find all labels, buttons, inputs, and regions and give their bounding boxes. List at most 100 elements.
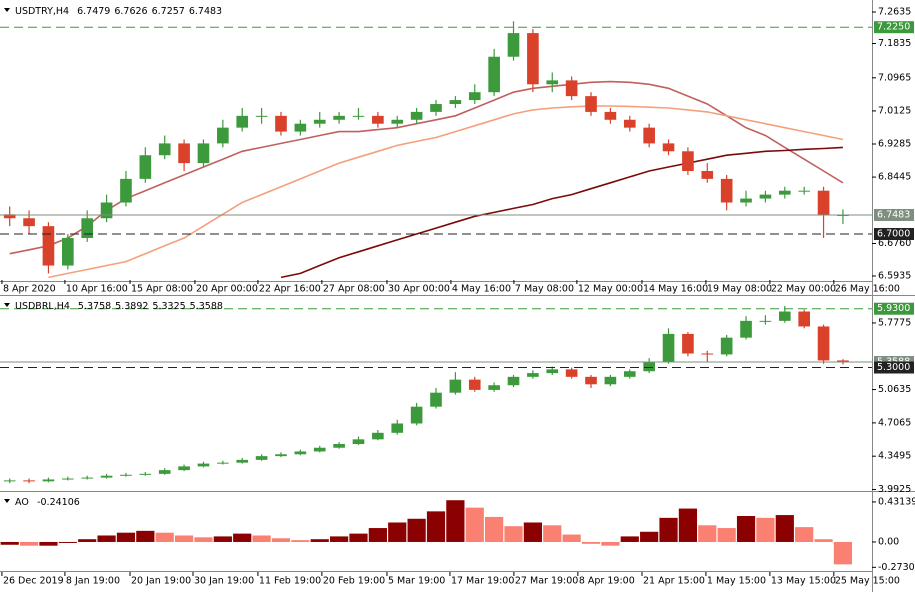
x-tick-label: 1 May 15:00 [707, 576, 766, 587]
ao-bar [252, 535, 271, 542]
y-tick-label: 7.2635 [878, 7, 911, 18]
candle-body [701, 353, 714, 355]
candle-body [294, 123, 307, 132]
candle-body [837, 360, 849, 363]
moving-average [48, 105, 844, 279]
x-tick-label: 8 Jan 19:00 [66, 576, 120, 587]
ao-bar [814, 539, 833, 542]
candle-body [100, 202, 113, 219]
plot-area [0, 500, 853, 565]
candle-body [120, 178, 132, 203]
header-value: 5.3758 [78, 301, 111, 312]
ao-bar [407, 518, 426, 542]
candle-body [275, 454, 287, 457]
price-level-box [874, 208, 914, 221]
candle-body [139, 473, 152, 475]
y-tick-label: 6.6760 [878, 238, 911, 249]
x-tick-label: 8 Apr 2020 [3, 284, 56, 295]
x-tick-label: 17 Mar 19:00 [451, 576, 514, 587]
x-tick-label: 7 May 08:00 [515, 284, 574, 295]
candle-body [720, 178, 733, 203]
candle-body [23, 480, 35, 482]
x-tick-label: 30 Jan 19:00 [194, 576, 254, 587]
ao-bar [310, 539, 329, 542]
ao-bar [562, 534, 581, 542]
x-tick-label: 19 May 08:00 [707, 284, 772, 295]
candle-body [372, 115, 384, 124]
x-tick-label: 13 May 15:00 [771, 576, 836, 587]
x-tick-label: 11 Feb 19:00 [259, 576, 321, 587]
ao-bar [775, 515, 794, 542]
ao-bar [485, 516, 504, 542]
ao-bar [698, 525, 717, 542]
x-tick-label: 27 Apr 08:00 [323, 284, 385, 295]
x-tick-label: 26 May 16:00 [835, 284, 900, 295]
candle-body [352, 115, 365, 117]
candle-body [817, 326, 830, 361]
ao-bar [116, 532, 136, 542]
candle-body [197, 463, 210, 467]
candle-body [236, 115, 249, 128]
y-tick-label: 7.1835 [878, 38, 911, 49]
x-tick-label: 14 May 16:00 [643, 284, 708, 295]
ao-bar [523, 522, 542, 542]
candle-body [643, 361, 655, 372]
candle-body [410, 111, 423, 120]
candle-body [449, 100, 462, 105]
ao-bar [58, 541, 77, 543]
price-level-label: 6.7483 [877, 209, 910, 220]
candle-body [585, 376, 597, 385]
candle-body [759, 320, 772, 322]
header-value: 6.7479 [77, 6, 110, 17]
candle-body [217, 462, 229, 464]
ao-bar [620, 536, 639, 542]
ao-bar [155, 532, 174, 542]
candle-body [372, 432, 384, 440]
x-tick-label: 20 Apr 00:00 [196, 284, 258, 295]
price-level-box [874, 361, 914, 374]
ao-bar [659, 517, 678, 542]
candle-body [217, 127, 229, 144]
y-tick-label: 6.5935 [878, 270, 911, 281]
candle-body [778, 311, 791, 321]
x-tick-label: 27 Mar 19:00 [515, 576, 578, 587]
candle-body [682, 333, 694, 354]
x-tick-label: 4 May 16:00 [452, 284, 511, 295]
candle-body [507, 33, 520, 57]
ao-bar [213, 536, 232, 542]
y-tick-label: 6.9285 [878, 139, 911, 150]
price-level-label: 6.7000 [877, 229, 910, 240]
candle-body [255, 456, 268, 460]
ao-bar [581, 541, 601, 544]
y-tick-label: 6.8445 [878, 172, 911, 183]
moving-average [280, 146, 843, 279]
x-tick-label: 5 Mar 19:00 [388, 576, 445, 587]
candle-body [527, 373, 539, 377]
ao-bar [349, 533, 368, 542]
moving-average [9, 80, 844, 255]
ao-bar [465, 507, 484, 542]
candle-body [178, 466, 190, 471]
candle-body [565, 369, 578, 377]
x-tick-label: 30 Apr 00:00 [388, 284, 450, 295]
x-tick-label: 22 May 00:00 [771, 284, 836, 295]
y-tick-label: 4.3495 [878, 451, 911, 462]
candle-body [798, 190, 810, 192]
candle-body [449, 379, 462, 393]
x-tick-label: 8 Apr 19:00 [579, 576, 635, 587]
ao-bar [174, 535, 194, 542]
collapse-arrow [4, 499, 10, 503]
ao-bar [233, 533, 252, 542]
y-tick-label: 7.0965 [878, 72, 911, 83]
candle-body [662, 143, 675, 152]
candle-body [604, 111, 617, 120]
y-tick-label: 4.7065 [878, 417, 911, 428]
chart-header: USDTRY,H4 6.7479 6.7626 6.7257 6.7483 [15, 6, 222, 17]
x-tick-label: 26 Dec 2019 [3, 576, 64, 587]
ao-bar [136, 530, 155, 542]
candle-body [333, 444, 345, 448]
candle-body [798, 311, 810, 327]
header-value: 5.3892 [115, 301, 148, 312]
ao-bar [736, 515, 756, 542]
header-value: 5.3325 [152, 301, 185, 312]
